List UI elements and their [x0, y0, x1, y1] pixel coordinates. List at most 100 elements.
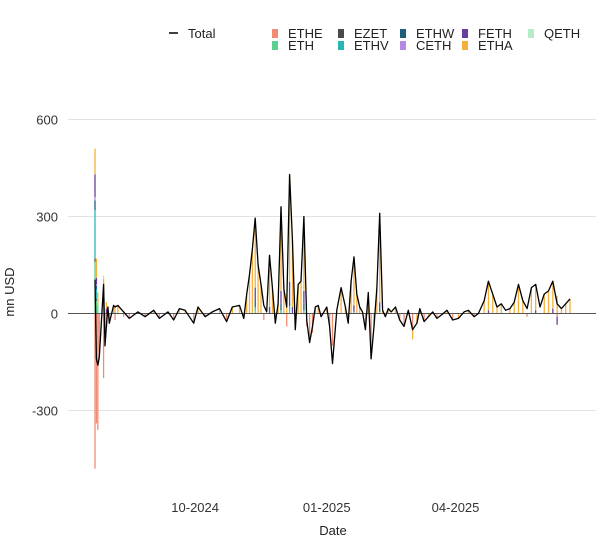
bar-eth	[95, 300, 98, 314]
x-tick-label: 04-2025	[432, 500, 480, 515]
x-axis-title: Date	[319, 523, 346, 538]
bar-etha	[411, 329, 414, 340]
legend-item-qeth: QETH	[528, 26, 580, 41]
bar-etha	[356, 294, 358, 314]
bar-etha	[513, 302, 515, 314]
bar-eth	[288, 310, 291, 314]
bar-ethw	[94, 200, 96, 211]
bar-etha	[496, 307, 498, 314]
bar-etha	[340, 287, 342, 314]
bar-etha	[387, 308, 389, 314]
bar-etha	[257, 265, 259, 314]
bar-etha	[117, 305, 119, 314]
bar-etha	[254, 218, 256, 288]
bar-qeth	[102, 275, 105, 279]
bar-etha	[238, 305, 241, 314]
bar-ethe	[328, 313, 331, 327]
legend-item-feth: FETH	[462, 26, 512, 41]
bar-ethe	[98, 313, 100, 353]
bar-ethe	[193, 313, 195, 324]
bar-etha	[288, 175, 291, 282]
bar-etha	[359, 307, 361, 314]
bar-ethe	[473, 313, 475, 317]
bar-etha	[297, 284, 299, 314]
legend-swatch	[400, 41, 406, 50]
bar-etha	[105, 302, 108, 309]
bar-feth	[556, 316, 558, 325]
bar-etha	[530, 287, 533, 314]
bar-etha	[565, 303, 567, 314]
legend-label: EZET	[354, 26, 387, 41]
bar-ethe	[423, 313, 425, 322]
bar-feth	[552, 308, 554, 314]
bar-ethe	[173, 313, 175, 320]
legend-item-total: Total	[169, 26, 216, 41]
bar-etha	[492, 294, 494, 314]
bar-etha	[303, 216, 305, 291]
bar-ethv	[95, 289, 98, 299]
bar-ethv	[280, 310, 282, 314]
bar-feth	[487, 310, 490, 314]
bar-ethw	[379, 308, 381, 312]
bar-ezet	[95, 298, 98, 301]
bar-etha	[427, 313, 430, 317]
legend-item-ezet: EZET	[338, 26, 387, 41]
bar-ethe	[114, 313, 116, 320]
bar-ethe	[286, 313, 288, 327]
bar-etha	[97, 292, 99, 306]
bar-etha	[112, 305, 115, 314]
bar-feth	[303, 290, 305, 304]
bar-ethe	[399, 313, 401, 320]
bar-etha	[353, 256, 355, 306]
bar-etha	[522, 300, 524, 314]
bar-etha	[487, 281, 490, 311]
bar-etha	[446, 310, 448, 314]
bar-etha	[251, 248, 254, 314]
legend-label: Total	[188, 26, 216, 41]
bar-etha	[560, 308, 563, 314]
bar-etha	[535, 284, 537, 311]
bar-ethe	[128, 313, 130, 319]
bar-etha	[280, 206, 282, 291]
bar-ethe	[204, 313, 206, 317]
legend-item-eth: ETH	[272, 38, 314, 53]
legend-swatch	[528, 29, 534, 38]
legend: Total ETHE EZET ETHW FETH QETH ETH ETHV CETH ETHA	[169, 26, 580, 53]
bar-ethe	[225, 313, 228, 322]
legend-swatch	[272, 41, 278, 50]
y-axis-title: mn USD	[2, 267, 17, 316]
bar-ethe	[526, 313, 528, 317]
bar-etha	[509, 308, 511, 314]
bar-etha	[184, 310, 186, 314]
bar-etha	[153, 310, 155, 314]
total-line-layer	[94, 173, 571, 366]
legend-label: ETHA	[478, 38, 513, 53]
bar-ethe	[452, 313, 454, 320]
bar-etha	[94, 148, 96, 175]
bar-etha	[178, 308, 181, 314]
bar-etha	[277, 303, 279, 314]
bar-feth	[94, 174, 96, 198]
x-tick-label: 10-2024	[171, 500, 219, 515]
bar-feth	[280, 290, 282, 304]
bar-ethe	[95, 313, 98, 424]
bar-etha	[381, 310, 384, 314]
bar-etha	[467, 310, 470, 314]
bar-eth	[379, 311, 381, 314]
bar-ethe	[411, 313, 414, 330]
bar-etha	[114, 305, 116, 312]
bar-feth	[379, 302, 381, 309]
legend-label: ETHV	[354, 38, 389, 53]
bar-eth	[97, 305, 99, 314]
bar-ethv	[303, 310, 305, 314]
bar-ethv	[254, 307, 256, 311]
bar-etha	[291, 239, 294, 308]
bar-etha	[569, 298, 571, 314]
bar-feth	[105, 308, 108, 314]
y-tick-label: 0	[51, 307, 58, 322]
bar-etha	[283, 289, 285, 314]
bar-ethe	[97, 313, 99, 430]
y-tick-label: 300	[36, 210, 58, 225]
bar-etha	[500, 303, 502, 314]
